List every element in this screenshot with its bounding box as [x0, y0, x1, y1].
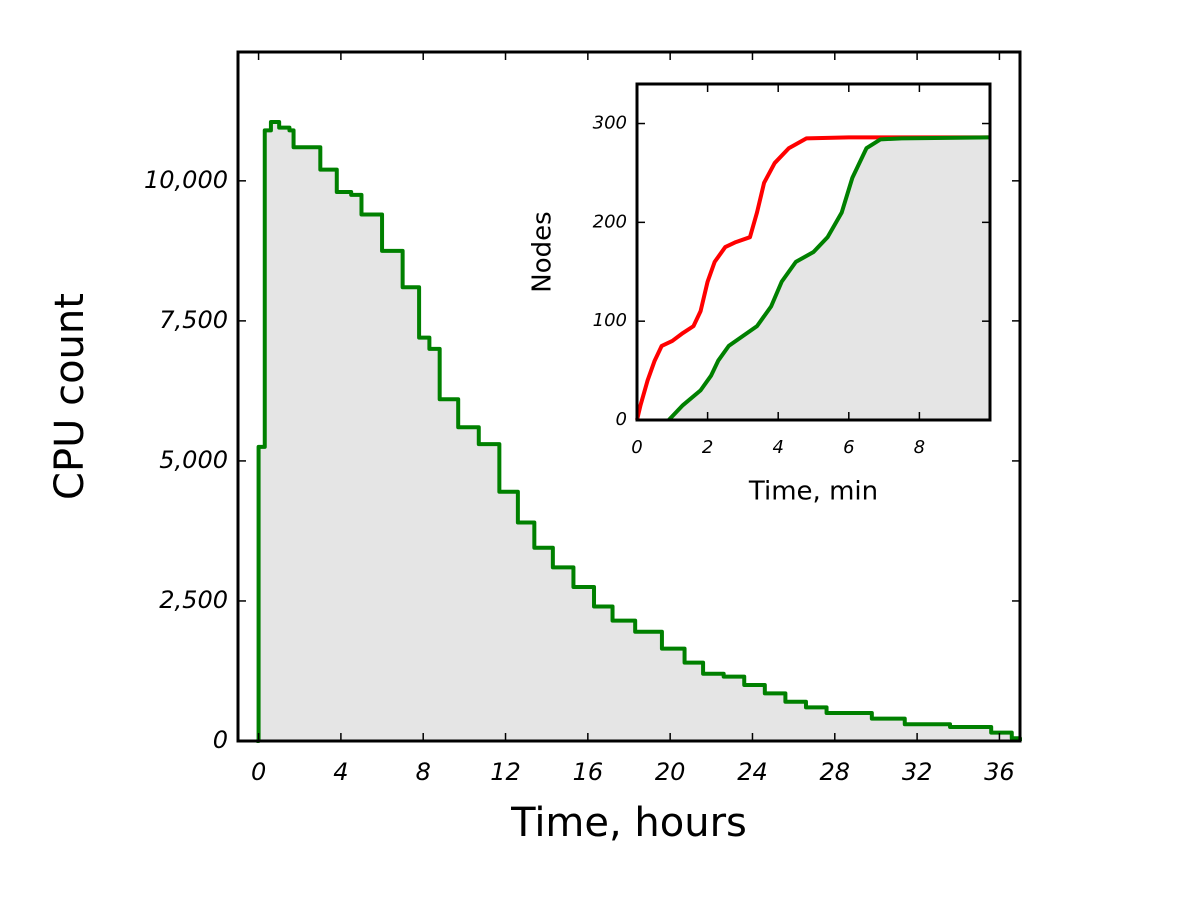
x-tick-label: 8: [914, 437, 925, 458]
x-tick-label: 4: [333, 758, 348, 786]
area: [668, 137, 990, 421]
x-tick-label: 0: [631, 437, 642, 458]
area: [256, 122, 1020, 741]
y-axis-label: CPU count: [47, 293, 93, 500]
y-tick-label: 7,500: [159, 306, 228, 334]
line: [256, 120, 1022, 743]
y-tick-label: 10,000: [144, 166, 228, 194]
x-tick-label: 20: [655, 758, 686, 786]
line: [635, 135, 990, 421]
x-tick-label: 28: [820, 758, 851, 786]
x-tick-label: 8: [416, 758, 431, 786]
x-tick-label: 36: [984, 758, 1015, 786]
y-tick-label: 200: [593, 211, 627, 232]
x-tick-label: 12: [490, 758, 521, 786]
x-tick-label: 0: [251, 758, 266, 786]
y-tick-label: 2,500: [159, 586, 228, 614]
x-tick-label: 4: [772, 437, 783, 458]
axes-frame: [635, 82, 992, 422]
x-tick-label: 6: [843, 437, 854, 458]
x-tick-label: 2: [702, 437, 713, 458]
y-tick-label: 300: [593, 113, 627, 134]
x-tick-label: 16: [573, 758, 604, 786]
y-tick-label: 100: [593, 310, 627, 331]
y-tick-label: 0: [213, 726, 228, 754]
y-axis-label: Nodes: [528, 211, 558, 292]
x-tick-label: 32: [902, 758, 933, 786]
axes-frame: [236, 50, 1022, 743]
x-axis-label: Time, min: [748, 477, 878, 507]
y-tick-label: 5,000: [159, 446, 228, 474]
x-axis-label: Time, hours: [510, 800, 747, 846]
y-tick-label: 0: [616, 409, 627, 430]
line: [667, 135, 991, 422]
x-tick-label: 24: [737, 758, 768, 786]
